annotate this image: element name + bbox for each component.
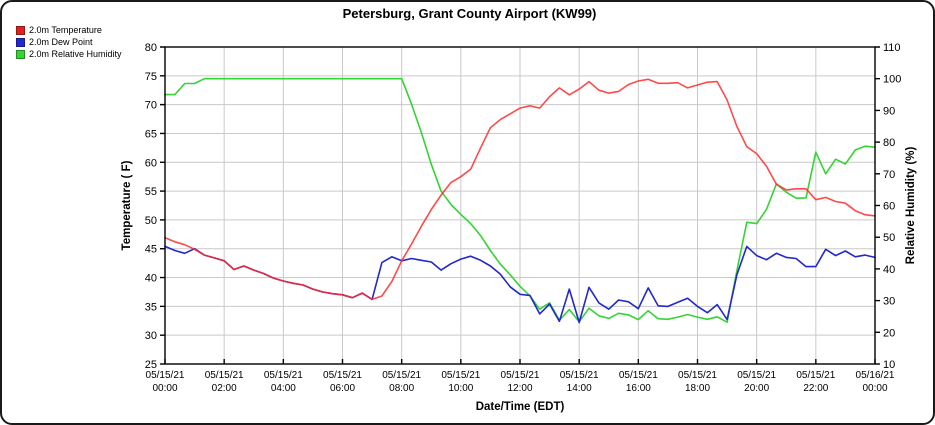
right-tick-label: 70	[883, 169, 895, 181]
right-tick-label: 20	[883, 327, 895, 339]
left-tick-label: 65	[145, 128, 157, 140]
left-tick-label: 30	[145, 330, 157, 342]
series-line-2-0m-relative-humidity	[164, 77, 876, 324]
x-tick-date: 05/15/21	[205, 370, 244, 381]
right-tick-label: 100	[883, 74, 901, 86]
dew-point-swatch-icon	[16, 37, 25, 47]
left-tick-label: 40	[145, 273, 157, 285]
x-tick-time: 14:00	[567, 383, 592, 394]
x-tick-time: 06:00	[330, 383, 355, 394]
legend-label-temperature: 2.0m Temperature	[29, 25, 102, 35]
x-tick-time: 04:00	[271, 383, 296, 394]
x-tick-time: 02:00	[212, 383, 237, 394]
x-axis-title: Date/Time (EDT)	[476, 401, 565, 413]
x-tick-time: 08:00	[389, 383, 414, 394]
left-tick-label: 25	[145, 359, 157, 371]
left-tick-label: 75	[145, 71, 157, 83]
x-tick-date: 05/16/21	[856, 370, 895, 381]
left-tick-label: 50	[145, 215, 157, 227]
right-tick-label: 90	[883, 105, 895, 117]
x-tick-date: 05/15/21	[737, 370, 776, 381]
left-tick-label: 35	[145, 301, 157, 313]
right-tick-label: 10	[883, 359, 895, 371]
temperature-swatch-icon	[16, 25, 25, 35]
x-tick-date: 05/15/21	[619, 370, 658, 381]
right-tick-label: 40	[883, 264, 895, 276]
right-tick-label: 110	[883, 42, 901, 54]
x-tick-date: 05/15/21	[678, 370, 717, 381]
x-tick-time: 18:00	[685, 383, 710, 394]
relative-humidity-swatch-icon	[16, 49, 25, 59]
right-tick-label: 80	[883, 137, 895, 149]
legend-item-relative-humidity: 2.0m Relative Humidity	[16, 48, 122, 60]
legend-label-relative-humidity: 2.0m Relative Humidity	[29, 49, 122, 59]
legend-label-dew-point: 2.0m Dew Point	[29, 37, 93, 47]
right-tick-label: 30	[883, 296, 895, 308]
left-tick-label: 70	[145, 100, 157, 112]
x-tick-time: 00:00	[152, 383, 177, 394]
right-tick-label: 50	[883, 232, 895, 244]
x-tick-date: 05/15/21	[382, 370, 421, 381]
x-tick-date: 05/15/21	[796, 370, 835, 381]
chart-title: Petersburg, Grant County Airport (KW99)	[342, 6, 597, 21]
left-axis-title: Temperature ( F)	[121, 160, 133, 250]
legend-item-dew-point: 2.0m Dew Point	[16, 36, 122, 48]
x-tick-time: 22:00	[803, 383, 828, 394]
x-tick-date: 05/15/21	[441, 370, 480, 381]
x-tick-date: 05/15/21	[501, 370, 540, 381]
legend: 2.0m Temperature 2.0m Dew Point 2.0m Rel…	[16, 24, 122, 60]
right-tick-label: 60	[883, 201, 895, 213]
left-tick-label: 55	[145, 186, 157, 198]
left-tick-label: 45	[145, 244, 157, 256]
x-tick-time: 00:00	[862, 383, 887, 394]
x-tick-time: 12:00	[507, 383, 532, 394]
series-line-2-0m-temperature	[164, 78, 876, 301]
x-tick-date: 05/15/21	[323, 370, 362, 381]
x-tick-time: 16:00	[626, 383, 651, 394]
x-tick-date: 05/15/21	[146, 370, 185, 381]
left-tick-label: 60	[145, 157, 157, 169]
legend-item-temperature: 2.0m Temperature	[16, 24, 122, 36]
x-tick-time: 10:00	[448, 383, 473, 394]
x-tick-date: 05/15/21	[264, 370, 303, 381]
x-tick-time: 20:00	[744, 383, 769, 394]
left-tick-label: 80	[145, 42, 157, 54]
right-axis-title: Relative Humidity (%)	[905, 147, 917, 265]
x-tick-date: 05/15/21	[560, 370, 599, 381]
